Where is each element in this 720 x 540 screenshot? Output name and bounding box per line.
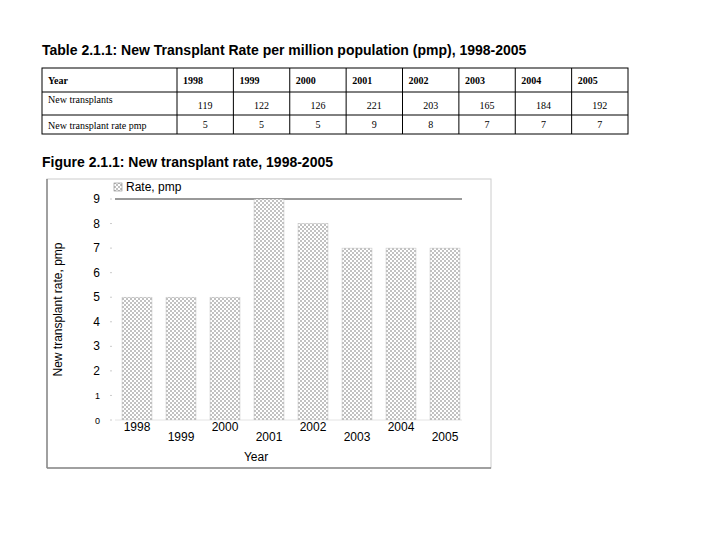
plot-top-line xyxy=(115,199,462,200)
x-tick-label: 2002 xyxy=(300,420,327,434)
legend-swatch xyxy=(114,183,122,191)
x-tick-label: 2003 xyxy=(344,430,371,444)
x-tick-label: 1998 xyxy=(124,420,151,434)
y-tick xyxy=(110,321,112,322)
x-tick-label: 1999 xyxy=(168,430,195,444)
table-header-cell: 1999 xyxy=(239,75,259,86)
x-tick-label: 2000 xyxy=(212,420,239,434)
table-cell: 7 xyxy=(541,119,546,130)
y-tick-label: 3 xyxy=(93,339,100,353)
table-col-line xyxy=(402,68,403,134)
page: Table 2.1.1: New Transplant Rate per mil… xyxy=(0,0,720,540)
y-tick xyxy=(110,223,112,224)
chart-title: Figure 2.1.1: New transplant rate, 1998-… xyxy=(42,154,333,170)
bar xyxy=(254,199,284,420)
table-cell: 8 xyxy=(428,119,433,130)
table-cell: 7 xyxy=(485,119,490,130)
legend-label: Rate, pmp xyxy=(126,180,182,194)
table-col-line xyxy=(346,68,347,134)
table-cell: 184 xyxy=(536,100,551,111)
y-tick xyxy=(110,199,112,200)
table: Year 1998 1999 2000 2001 2002 2003 2004 2005 New … xyxy=(42,68,628,134)
y-tick xyxy=(110,346,112,347)
table-cell: 9 xyxy=(372,119,377,130)
table-header-cell: 1998 xyxy=(183,75,203,86)
bars xyxy=(122,199,460,420)
y-tick-label: 8 xyxy=(93,217,100,231)
chart-frame xyxy=(47,179,491,468)
table-header-cell: 2005 xyxy=(578,75,598,86)
table-header-cell: 2000 xyxy=(296,75,316,86)
table-header-cell: 2001 xyxy=(352,75,372,86)
table-cell: 5 xyxy=(203,119,208,130)
table-row-line xyxy=(42,92,628,93)
table-cell: New transplant rate pmp xyxy=(48,120,147,131)
table-cell: 165 xyxy=(480,100,495,111)
table-cell: 119 xyxy=(198,100,213,111)
y-tick-label: 0 xyxy=(95,416,100,426)
legend: Rate, pmp xyxy=(114,180,182,194)
table-cell: New transplants xyxy=(48,94,113,105)
table-col-line xyxy=(458,68,459,134)
table-title: Table 2.1.1: New Transplant Rate per mil… xyxy=(42,42,527,58)
y-axis-label: New transplant rate, pmp xyxy=(51,242,65,376)
bar xyxy=(166,297,196,420)
bar xyxy=(386,248,416,420)
table-cell: 5 xyxy=(259,119,264,130)
table-header-cell: 2003 xyxy=(465,75,485,86)
y-tick xyxy=(110,272,112,273)
y-tick-label: 6 xyxy=(93,266,100,280)
table-cell: 192 xyxy=(592,100,607,111)
table-header-cell: Year xyxy=(48,75,69,86)
table-col-line xyxy=(515,68,516,134)
y-tick-label: 5 xyxy=(93,290,100,304)
table-col-line xyxy=(571,68,572,134)
table-cell: 126 xyxy=(310,100,325,111)
bar xyxy=(342,248,372,420)
x-axis: 1998 1999 2000 2001 2002 2003 2004 2005 xyxy=(124,420,459,444)
x-tick-label: 2001 xyxy=(256,430,283,444)
table-cell: 5 xyxy=(315,119,320,130)
y-tick-label: 9 xyxy=(93,192,100,206)
y-tick xyxy=(110,248,112,249)
bar xyxy=(298,224,328,420)
table-header-cell: 2002 xyxy=(409,75,429,86)
bar xyxy=(430,248,460,420)
table-cell: 221 xyxy=(367,100,382,111)
table-col-line xyxy=(233,68,234,134)
bar xyxy=(210,297,240,420)
chart-frame-box xyxy=(47,179,491,468)
table-col-line xyxy=(177,68,178,134)
chart-frame-edge xyxy=(46,179,48,468)
y-tick xyxy=(110,395,112,396)
x-tick-label: 2005 xyxy=(432,430,459,444)
y-tick-label: 7 xyxy=(93,241,100,255)
x-tick-label: 2004 xyxy=(388,420,415,434)
table-cell: 122 xyxy=(254,100,269,111)
y-axis: 0 1 2 3 4 5 6 7 8 9 xyxy=(93,192,462,426)
y-tick-label: 4 xyxy=(93,315,100,329)
y-tick xyxy=(110,420,112,421)
y-tick xyxy=(110,370,112,371)
table-cell: 7 xyxy=(597,119,602,130)
y-tick-label: 1 xyxy=(95,391,100,401)
table-cell: 203 xyxy=(423,100,438,111)
table-row-line xyxy=(42,115,628,116)
y-tick xyxy=(110,297,112,298)
table-col-line xyxy=(289,68,290,134)
bar xyxy=(122,297,152,420)
table-header-cell: 2004 xyxy=(521,75,541,86)
chart-frame-edge xyxy=(47,467,491,469)
x-axis-label: Year xyxy=(244,450,268,464)
y-tick-label: 2 xyxy=(93,364,100,378)
table-border xyxy=(42,68,628,134)
